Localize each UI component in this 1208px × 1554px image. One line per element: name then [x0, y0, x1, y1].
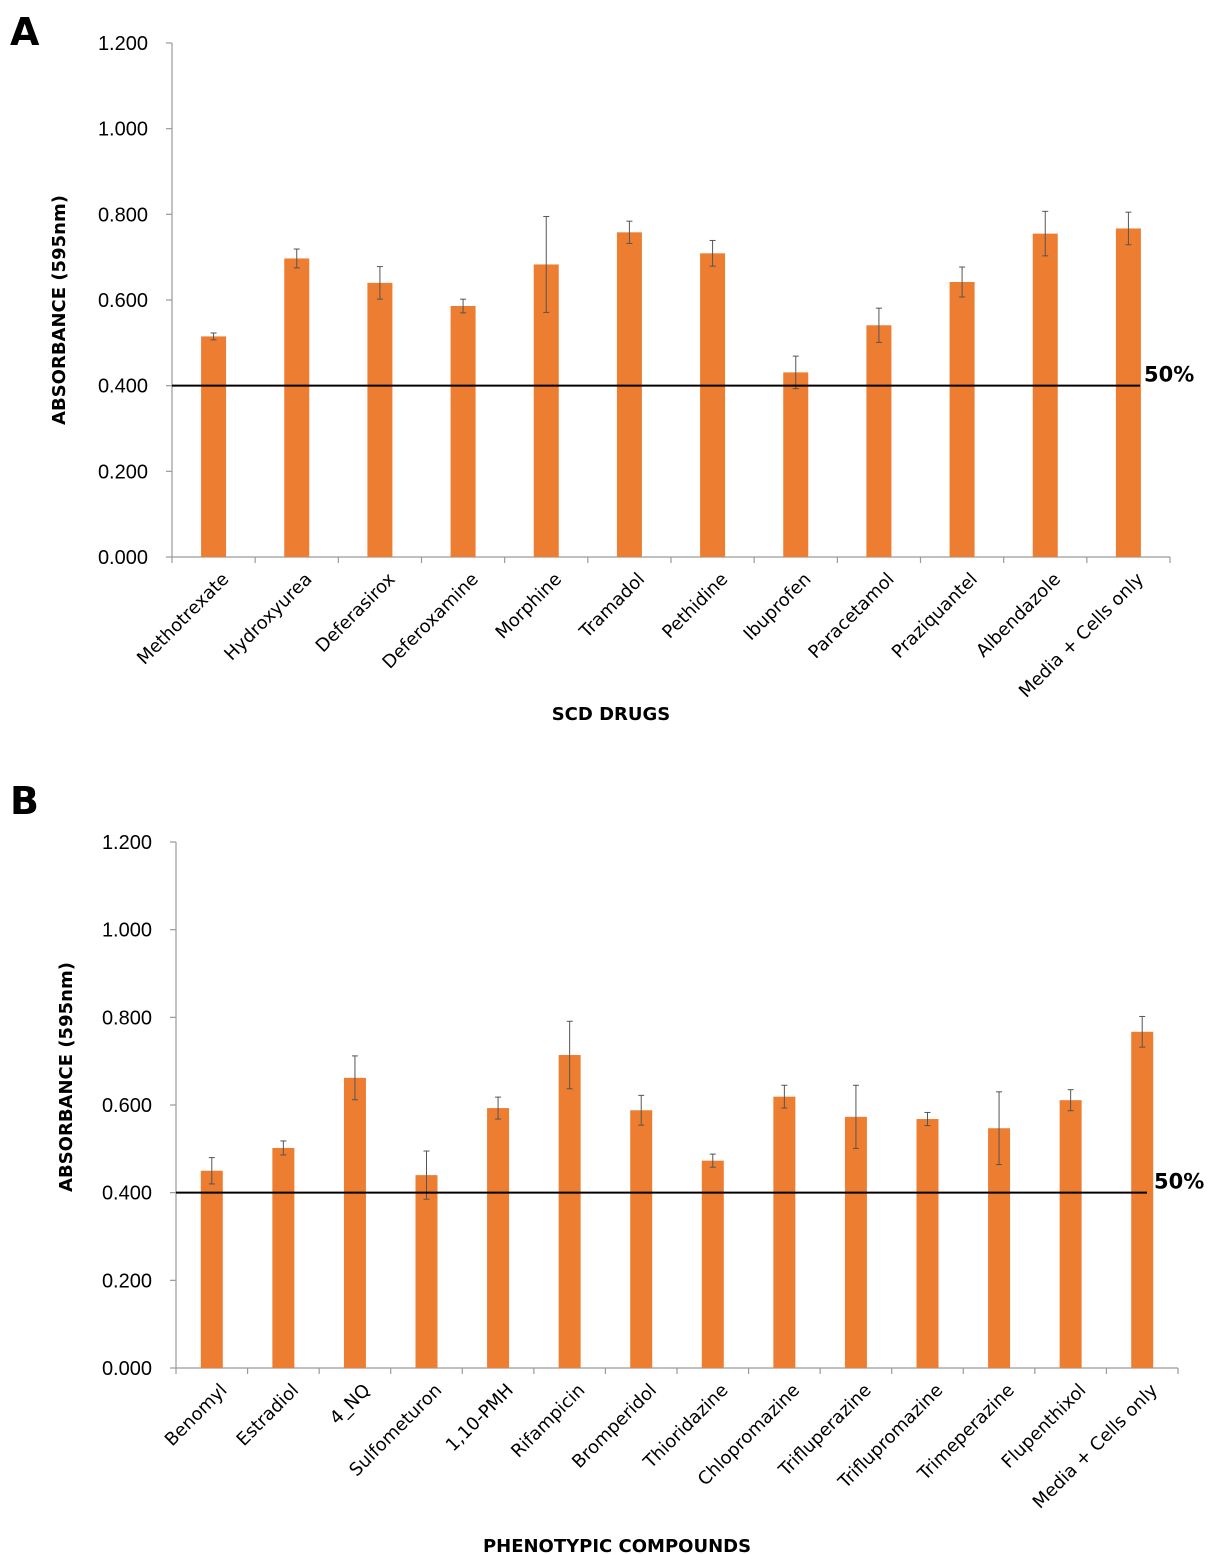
bar-a-5	[616, 232, 642, 557]
y-tick-label: 0.800	[102, 1007, 152, 1029]
category-label: Albendazole	[972, 569, 1065, 662]
y-tick-label: 0.000	[102, 1358, 152, 1380]
category-label: Tramadol	[575, 569, 649, 643]
y-axis-title: ABSORBANCE (595nm)	[56, 962, 77, 1192]
bar-a-11	[1115, 228, 1141, 558]
bar-a-2	[367, 282, 393, 557]
bar-a-10	[1032, 233, 1058, 557]
bar-b-2	[343, 1077, 366, 1368]
chart-panel-a: A 0.000 0.200 0.400 0.600 0.800 1.000 1.200 Meth…	[10, 10, 1194, 725]
bar-b-13	[1131, 1031, 1154, 1368]
bar-b-6	[630, 1110, 653, 1368]
y-tick-label: 0.600	[98, 290, 148, 312]
category-label: Hydroxyurea	[220, 569, 316, 665]
bar-b-11	[988, 1128, 1011, 1368]
y-tick-label: 1.000	[98, 119, 148, 141]
bar-b-7	[701, 1160, 724, 1368]
y-tick-label: 0.000	[98, 547, 148, 569]
reference-line-label: 50%	[1144, 363, 1194, 387]
y-tick-label: 0.400	[102, 1183, 152, 1205]
bar-a-0	[201, 336, 227, 557]
bar-a-8	[866, 325, 892, 557]
bar-a-9	[949, 282, 975, 557]
category-label: Media + Cells only	[1029, 1380, 1162, 1513]
bar-a-1	[284, 258, 310, 557]
y-tick-label: 0.600	[102, 1095, 152, 1117]
panel-letter: B	[10, 779, 39, 823]
category-label: 1,10-PMH	[442, 1380, 518, 1456]
category-label: Ibuprofen	[740, 569, 816, 645]
category-label: Pethidine	[658, 569, 732, 643]
y-tick-label: 1.000	[102, 920, 152, 942]
chart-panel-b: B 0.000 0.200 0.400 0.600 0.800 1.000 1.200 Beno…	[10, 779, 1204, 1554]
reference-line-label: 50%	[1154, 1170, 1204, 1194]
y-tick-label: 1.200	[102, 832, 152, 854]
x-axis-title: PHENOTYPIC COMPOUNDS	[483, 1536, 751, 1554]
category-label: Estradiol	[233, 1380, 303, 1450]
y-tick-label: 0.400	[98, 376, 148, 398]
category-label: Deferasirox	[312, 569, 400, 657]
category-label: Praziquantel	[888, 569, 982, 663]
bar-b-9	[844, 1116, 867, 1368]
bar-a-7	[783, 372, 809, 557]
bar-b-8	[773, 1096, 796, 1368]
bar-b-4	[487, 1108, 510, 1368]
bar-b-5	[558, 1055, 581, 1368]
bar-b-0	[200, 1170, 223, 1368]
category-label: 4_NQ	[326, 1380, 375, 1429]
bar-b-12	[1059, 1100, 1082, 1368]
category-label: Methotrexate	[133, 569, 233, 669]
y-axis-title: ABSORBANCE (595nm)	[49, 195, 70, 425]
y-tick-label: 1.200	[98, 33, 148, 55]
y-tick-label: 0.800	[98, 204, 148, 226]
bar-a-4	[533, 264, 559, 557]
bar-b-3	[415, 1175, 438, 1368]
bar-b-1	[272, 1147, 295, 1368]
y-tick-label: 0.200	[102, 1270, 152, 1292]
category-label: Morphine	[492, 569, 566, 643]
y-tick-label: 0.200	[98, 461, 148, 483]
panel-letter: A	[10, 10, 40, 54]
x-axis-title: SCD DRUGS	[552, 704, 671, 725]
category-label: Paracetamol	[805, 569, 899, 663]
bar-a-6	[700, 253, 726, 558]
bar-a-3	[450, 305, 476, 557]
bar-b-10	[916, 1119, 939, 1368]
category-label: Benomyl	[161, 1380, 232, 1451]
